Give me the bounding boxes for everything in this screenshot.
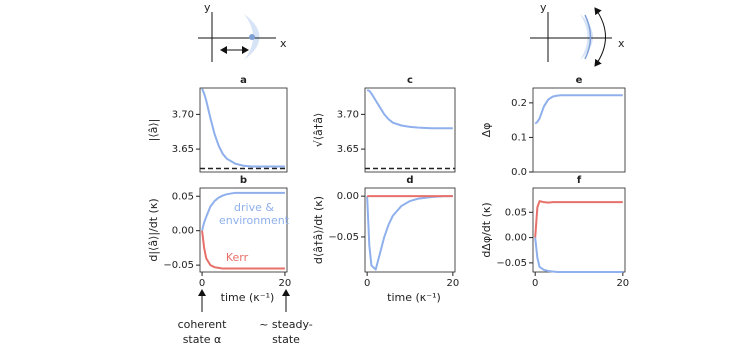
notes: coherent state α ~ steady- state (178, 289, 313, 346)
y-tick-label: −0.05 (496, 258, 527, 269)
panel-title: e (576, 75, 583, 86)
y-tick-label: 0.0 (511, 167, 527, 178)
y-axis-label: d⟨â†â⟩/dt (κ) (312, 196, 325, 264)
axis-letter: y (540, 1, 547, 14)
axes-frame (364, 187, 456, 273)
series-line (534, 237, 623, 273)
arc (584, 14, 592, 60)
axis-letter: x (280, 37, 287, 50)
y-tick-label: −0.05 (163, 260, 194, 271)
annotation: drive & (234, 201, 274, 214)
x-tick-label: 0 (199, 278, 205, 289)
x-tick-label: 0 (364, 278, 370, 289)
axes-frame (199, 87, 288, 173)
y-tick-label: 0.05 (172, 191, 194, 202)
schematic-displacement: y x (198, 1, 287, 62)
y-tick-label: 3.65 (172, 144, 194, 155)
y-tick-label: 0.05 (505, 207, 527, 218)
y-tick-label: 0.00 (337, 191, 359, 202)
schematic-rotation: y x (530, 1, 625, 67)
x-axis-label: time (κ⁻¹) (387, 291, 441, 304)
axes-frame (532, 87, 626, 173)
x-tick-label: 20 (616, 278, 629, 289)
series-line (201, 191, 285, 231)
note: state α (183, 333, 222, 346)
x-tick-label: 20 (279, 278, 292, 289)
phase-space-blob (244, 14, 260, 60)
y-tick-label: −0.05 (328, 232, 359, 243)
panel-title: a (240, 75, 247, 86)
y-tick-label: 0.1 (511, 132, 527, 143)
axis-letter: y (204, 1, 211, 14)
y-tick-label: 0.00 (505, 233, 527, 244)
note: coherent (178, 318, 228, 331)
axes-frame (199, 187, 288, 273)
panel-title: f (577, 175, 582, 186)
state-dot (249, 34, 255, 40)
annotation: Kerr (226, 251, 249, 264)
axes-frame (364, 87, 456, 173)
y-axis-label: dΔφ/dt (κ) (480, 202, 493, 257)
y-tick-label: 3.70 (337, 109, 359, 120)
series-line (534, 200, 623, 238)
y-axis-label: d|⟨â⟩|/dt (κ) (147, 198, 160, 261)
y-axis-label: √⟨â†â⟩ (312, 113, 325, 148)
series-line (534, 94, 623, 125)
note: ~ steady- (259, 318, 313, 331)
y-tick-label: 0.00 (172, 226, 194, 237)
y-axis-label: Δφ (480, 123, 493, 138)
panel-title: b (240, 175, 247, 186)
series-line (201, 230, 285, 270)
x-axis-label: time (κ⁻¹) (221, 291, 275, 304)
y-tick-label: 3.65 (337, 144, 359, 155)
x-tick-label: 20 (446, 278, 459, 289)
y-axis-label: |⟨â⟩| (147, 119, 160, 142)
annotation: environment (219, 214, 290, 227)
y-tick-label: 0.2 (511, 98, 527, 109)
series-line (366, 195, 453, 271)
panel-title: d (406, 175, 413, 186)
series-line (366, 89, 453, 130)
rotation-arrow (594, 7, 606, 67)
y-tick-label: 3.70 (172, 109, 194, 120)
axis-letter: x (618, 37, 625, 50)
note: state (272, 333, 300, 346)
x-tick-label: 0 (532, 278, 538, 289)
axes-frame (532, 187, 626, 273)
panel-title: c (407, 75, 413, 86)
series-line (201, 88, 285, 168)
